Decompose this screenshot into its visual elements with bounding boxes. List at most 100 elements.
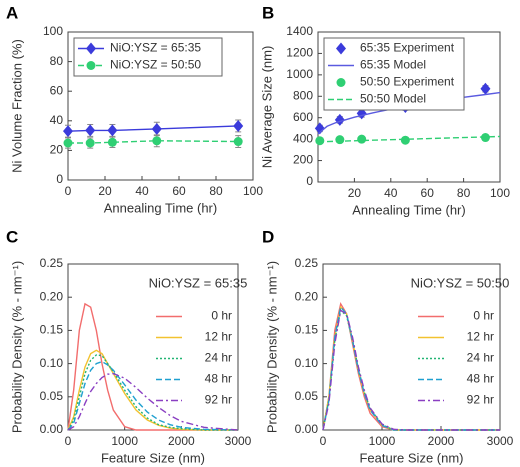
series-line [322,309,500,431]
x-tick-label: 2000 [428,434,455,448]
marker [336,42,346,55]
x-tick-label: 60 [172,184,186,198]
legend-label: 48 hr [467,372,494,386]
legend-label: 12 hr [205,330,232,344]
legend-label: 24 hr [205,351,232,365]
x-axis-title: Annealing Time (hr) [352,202,465,217]
x-tick-label: 100 [490,186,510,200]
y-tick-label: 0.05 [40,389,64,403]
x-tick-label: 60 [421,186,435,200]
marker [480,82,491,95]
x-tick-label: 100 [243,184,263,198]
panel-label: D [262,227,274,246]
y-tick-label: 80 [50,54,64,68]
panel-label: C [6,227,18,246]
y-tick-label: 0.20 [295,289,319,303]
y-tick-label: 0.15 [295,323,319,337]
marker [151,122,162,135]
x-tick-label: 3000 [487,434,514,448]
panel-label: A [6,3,18,22]
marker [335,135,345,145]
legend-label: 50:50 Experiment [360,75,455,89]
x-tick-label: 2000 [168,434,195,448]
x-tick-label: 80 [457,186,471,200]
y-tick-label: 0.20 [40,289,64,303]
y-tick-label: 20 [50,143,64,157]
legend-label: 92 hr [205,393,232,407]
marker [400,135,410,145]
legend-label: 0 hr [473,309,494,323]
legend-label: 0 hr [211,309,232,323]
y-tick-label: 800 [293,88,313,102]
x-tick-label: 3000 [225,434,252,448]
series-line [67,302,238,431]
annotation: NiO:YSZ = 50:50 [411,275,510,290]
legend-label: 24 hr [467,351,494,365]
x-tick-label: 0 [320,434,327,448]
y-tick-label: 1200 [286,46,313,60]
marker [63,125,73,138]
x-tick-label: 40 [135,184,149,198]
y-tick-label: 0 [306,174,313,188]
marker [315,136,325,146]
marker [336,78,346,87]
annotation: NiO:YSZ = 65:35 [149,275,248,290]
y-tick-label: 0.10 [40,356,64,370]
legend-label: 50:50 Model [360,92,426,106]
x-tick-label: 80 [209,184,223,198]
marker [85,124,96,137]
marker [233,137,243,147]
y-tick-label: 1000 [286,67,313,81]
marker [63,138,73,148]
y-tick-label: 0.00 [295,422,319,436]
x-tick-label: 0 [65,184,72,198]
x-tick-label: 0 [65,434,72,448]
legend-label: 92 hr [467,393,494,407]
y-tick-label: 100 [43,24,63,38]
marker [85,138,95,148]
y-tick-label: 0.25 [295,256,319,270]
y-tick-label: 400 [293,131,313,145]
y-tick-label: 0.15 [40,323,64,337]
legend-label: NiO:YSZ = 50:50 [110,58,201,72]
legend-label: 12 hr [467,330,494,344]
y-tick-label: 1400 [286,24,313,38]
legend-frame [323,37,465,111]
legend-frame [73,37,223,77]
x-axis-title: Feature Size (nm) [101,450,205,465]
y-tick-label: 600 [293,110,313,124]
legend-label: NiO:YSZ = 65:35 [110,41,201,55]
x-tick-label: 20 [348,186,362,200]
marker [314,122,325,135]
marker [86,42,96,55]
x-axis-title: Feature Size (nm) [359,450,463,465]
marker [152,136,162,146]
legend-label: 48 hr [205,372,232,386]
x-tick-label: 20 [98,184,112,198]
y-tick-label: 60 [50,83,64,97]
y-tick-label: 40 [50,113,64,127]
y-tick-label: 0.10 [295,356,319,370]
y-tick-label: 200 [293,153,313,167]
y-tick-label: 0.05 [295,389,319,403]
plot-frame [67,31,254,181]
series-line [67,354,238,431]
marker [86,61,96,70]
y-axis-title: Ni Average Size (nm) [259,46,274,169]
legend-label: 65:35 Experiment [360,41,455,55]
marker [233,119,244,132]
series-line [67,360,239,431]
x-axis-title: Annealing Time (hr) [104,200,217,215]
y-tick-label: 0.00 [40,422,64,436]
series-line [317,135,501,143]
x-tick-label: 1000 [111,434,138,448]
series-line [68,140,239,144]
legend-label: 65:35 Model [360,58,426,72]
y-tick-label: 0.25 [40,256,64,270]
x-tick-label: 1000 [369,434,396,448]
y-axis-title: Probability Density (% - nm⁻¹) [9,261,24,433]
series-line [67,372,239,431]
y-axis-title: Ni Volume Fraction (%) [9,39,24,173]
x-tick-label: 40 [384,186,398,200]
